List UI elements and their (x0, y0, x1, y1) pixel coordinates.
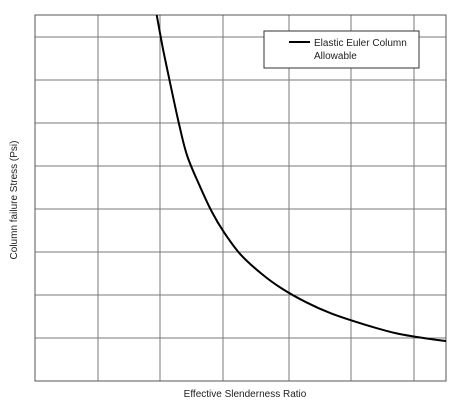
series-layer (155, 14, 447, 343)
x-axis-label: Effective Slenderness Ratio (184, 389, 307, 400)
legend-box (263, 30, 420, 69)
y-axis-label: Column failure Stress (Psi) (9, 141, 20, 260)
legend: Elastic Euler Column Allowable (263, 30, 420, 69)
legend-label-continued: Allowable (314, 51, 357, 62)
plot-area (34, 14, 447, 382)
grid (35, 15, 446, 381)
series-line-euler-column (155, 14, 447, 343)
legend-label: Elastic Euler Column (314, 38, 407, 49)
